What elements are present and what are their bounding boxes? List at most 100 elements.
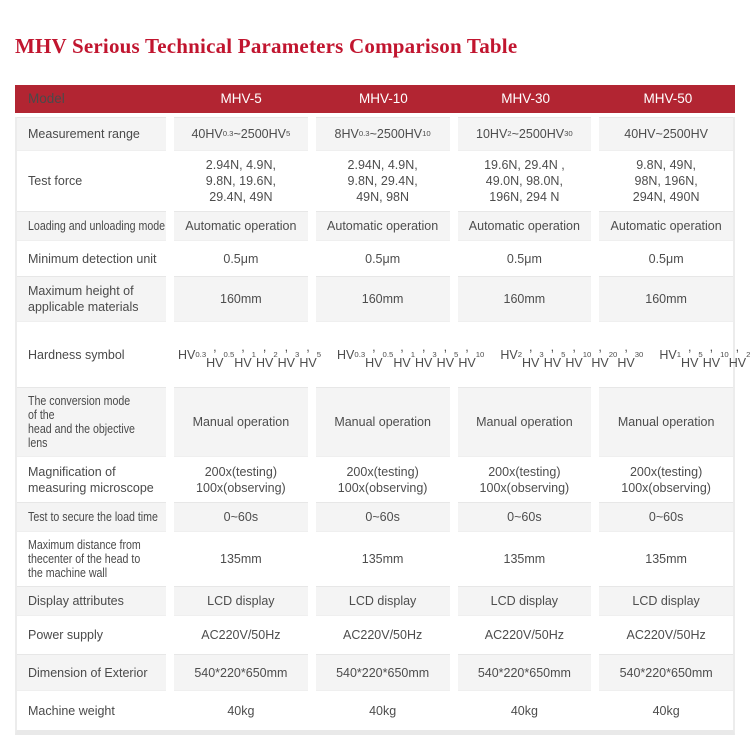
cell-mhv-10: 200x(testing) 100x(observing) bbox=[337, 464, 428, 495]
row-label: Hardness symbol bbox=[28, 347, 125, 362]
row-label: Machine weight bbox=[28, 703, 115, 718]
cell-mhv-50: 0.5μm bbox=[648, 251, 684, 266]
cell-mhv-10: 0~60s bbox=[315, 502, 450, 532]
header-mhv-10: MHV-10 bbox=[358, 91, 408, 106]
header-mhv-50: MHV-50 bbox=[643, 91, 693, 106]
page-title: MHV Serious Technical Parameters Compari… bbox=[15, 34, 518, 58]
table-row: Measurement range 40HV 0.3 ~2500HV 5 8HV 0.3… bbox=[17, 117, 733, 151]
cell-mhv-50: 540*220*650mm bbox=[599, 654, 733, 691]
cell-mhv-30: 40kg bbox=[510, 703, 538, 718]
row-label: Display attributes bbox=[28, 594, 124, 608]
table-row: Test force 2.94N, 4.9N, 9.8N, 19.6N, 29.… bbox=[17, 151, 733, 211]
cell-mhv-5: Automatic operation bbox=[174, 211, 308, 241]
table-row: Magnification of measuring microscope 200… bbox=[17, 457, 733, 502]
table-row: Display attributes LCD display LCD displ… bbox=[17, 586, 733, 616]
cell-mhv-50: 135mm bbox=[645, 552, 687, 566]
cell-mhv-10: AC220V/50Hz bbox=[343, 628, 423, 642]
cell-mhv-5: 135mm bbox=[220, 552, 262, 566]
cell-mhv-5: 0.5μm bbox=[223, 251, 259, 266]
cell-mhv-10: Manual operation bbox=[315, 387, 450, 457]
row-label: Test to secure the load time bbox=[28, 510, 158, 524]
cell-mhv-30: 160mm bbox=[457, 276, 592, 322]
table-row: Maximum distance from thecenter of the he… bbox=[17, 532, 733, 586]
header-model: Model bbox=[28, 91, 65, 106]
row-label-cell: Measurement range bbox=[17, 117, 166, 151]
row-label-cell: Test to secure the load time bbox=[17, 502, 166, 532]
table-row: Dimension of Exterior 540*220*650mm 540*… bbox=[17, 654, 733, 691]
cell-mhv-30: 200x(testing) 100x(observing) bbox=[479, 464, 570, 495]
row-label-cell: Machine weight bbox=[17, 691, 166, 730]
cell-mhv-50: LCD display bbox=[599, 586, 733, 616]
cell-mhv-30: 10HV 2 ~2500HV 30 bbox=[457, 117, 592, 151]
cell-mhv-50: Manual operation bbox=[599, 387, 733, 457]
row-label-cell: Hardness symbol bbox=[17, 322, 166, 387]
row-label: Minimum detection unit bbox=[28, 251, 157, 266]
row-label: Power supply bbox=[28, 628, 104, 642]
cell-mhv-30: HV 2, HV 3, HV 5, HV 10, HV 20, HV 30 bbox=[500, 339, 644, 370]
row-label: Measurement range bbox=[28, 127, 140, 141]
cell-mhv-30: 0~60s bbox=[457, 502, 592, 532]
parameters-table: Model MHV-5 MHV-10 MHV-30 MHV-50 Measure… bbox=[15, 85, 750, 735]
cell-mhv-50: 0~60s bbox=[599, 502, 733, 532]
cell-mhv-50: 40kg bbox=[652, 703, 680, 718]
cell-mhv-5: 40HV 0.3 ~2500HV 5 bbox=[174, 117, 308, 151]
row-label-cell: Test force bbox=[17, 151, 166, 211]
table-row: Minimum detection unit 0.5μm 0.5μm 0.5μm… bbox=[17, 241, 733, 276]
cell-mhv-30: Automatic operation bbox=[457, 211, 592, 241]
cell-mhv-10: 2.94N, 4.9N, 9.8N, 29.4N, 49N, 98N bbox=[347, 158, 418, 204]
cell-mhv-5: 200x(testing) 100x(observing) bbox=[196, 464, 286, 495]
cell-mhv-30: 0.5μm bbox=[506, 251, 542, 266]
cell-mhv-30: 135mm bbox=[503, 552, 546, 566]
cell-mhv-5: LCD display bbox=[174, 586, 308, 616]
cell-mhv-10: Automatic operation bbox=[315, 211, 450, 241]
cell-mhv-50: AC220V/50Hz bbox=[626, 628, 706, 642]
cell-mhv-30: Manual operation bbox=[457, 387, 592, 457]
cell-mhv-10: LCD display bbox=[315, 586, 450, 616]
cell-mhv-50: 9.8N, 49N, 98N, 196N, 294N, 490N bbox=[632, 158, 700, 204]
row-label-cell: Minimum detection unit bbox=[17, 241, 166, 276]
cell-mhv-5: 540*220*650mm bbox=[174, 654, 308, 691]
table-row: Machine weight 40kg 40kg 40kg 40kg bbox=[17, 691, 733, 730]
row-label-cell: Magnification of measuring microscope bbox=[17, 457, 166, 502]
cell-mhv-10: 160mm bbox=[315, 276, 450, 322]
row-label: The conversion mode of the head and the o… bbox=[28, 394, 135, 450]
cell-mhv-50: 200x(testing) 100x(observing) bbox=[621, 464, 711, 495]
row-label-cell: The conversion mode of the head and the o… bbox=[17, 387, 166, 457]
row-label: Dimension of Exterior bbox=[28, 665, 148, 680]
row-label-cell: Dimension of Exterior bbox=[17, 654, 166, 691]
cell-mhv-5: Manual operation bbox=[174, 387, 308, 457]
cell-mhv-5: AC220V/50Hz bbox=[201, 628, 281, 642]
table-row: The conversion mode of the head and the o… bbox=[17, 387, 733, 457]
row-label: Maximum height of applicable materials bbox=[28, 284, 139, 314]
row-label: Maximum distance from thecenter of the he… bbox=[28, 538, 141, 580]
table-row: Maximum height of applicable materials 16… bbox=[17, 276, 733, 322]
cell-mhv-10: HV 0.3, HV 0.5, HV 1, HV 3, HV 5, HV 10 bbox=[337, 339, 485, 370]
cell-mhv-30: 19.6N, 29.4N , 49.0N, 98.0N, 196N, 294 N bbox=[484, 158, 565, 204]
cell-mhv-5: 2.94N, 4.9N, 9.8N, 19.6N, 29.4N, 49N bbox=[205, 158, 276, 204]
cell-mhv-10: 40kg bbox=[369, 703, 397, 718]
row-label-cell: Display attributes bbox=[17, 586, 166, 616]
cell-mhv-50: 40HV~2500HV bbox=[599, 117, 733, 151]
cell-mhv-50: 160mm bbox=[599, 276, 733, 322]
cell-mhv-30: AC220V/50Hz bbox=[484, 628, 564, 642]
table-row: Hardness symbol HV 0.3, HV 0.5, HV 1, HV 2, … bbox=[17, 322, 750, 387]
table-row: Power supply AC220V/50Hz AC220V/50Hz AC2… bbox=[17, 616, 733, 654]
row-label: Test force bbox=[28, 174, 83, 188]
cell-mhv-10: 0.5μm bbox=[365, 251, 401, 266]
cell-mhv-10: 135mm bbox=[361, 552, 404, 566]
cell-mhv-5: 40kg bbox=[227, 703, 255, 718]
header-mhv-30: MHV-30 bbox=[501, 91, 551, 106]
cell-mhv-5: 160mm bbox=[174, 276, 308, 322]
row-label-cell: Maximum distance from thecenter of the he… bbox=[17, 532, 166, 586]
table-body: Measurement range 40HV 0.3 ~2500HV 5 8HV 0.3… bbox=[15, 117, 750, 735]
row-label-cell: Power supply bbox=[17, 616, 166, 654]
table-row: Loading and unloading mode Automatic ope… bbox=[17, 211, 733, 241]
header-mhv-5: MHV-5 bbox=[220, 91, 262, 106]
table-row: Test to secure the load time 0~60s 0~60s… bbox=[17, 502, 733, 532]
cell-mhv-5: HV 0.3, HV 0.5, HV 1, HV 2, HV 3, HV 5 bbox=[178, 339, 322, 370]
row-label: Loading and unloading mode bbox=[28, 219, 166, 233]
cell-mhv-5: 0~60s bbox=[174, 502, 308, 532]
row-label-cell: Loading and unloading mode bbox=[17, 211, 166, 241]
